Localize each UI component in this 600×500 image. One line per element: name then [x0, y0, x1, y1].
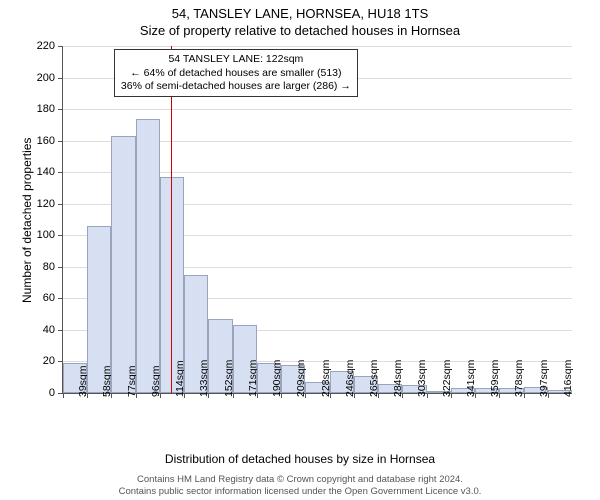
y-tick-label: 20 [43, 355, 63, 367]
title-line-2: Size of property relative to detached ho… [0, 23, 600, 40]
x-tick-mark [233, 393, 234, 398]
footer: Contains HM Land Registry data © Crown c… [0, 474, 600, 498]
x-tick-mark [87, 393, 88, 398]
x-tick-mark [281, 393, 282, 398]
x-tick-mark [451, 393, 452, 398]
x-tick-mark [330, 393, 331, 398]
chart-container: 54, TANSLEY LANE, HORNSEA, HU18 1TS Size… [0, 0, 600, 500]
y-tick-label: 80 [43, 261, 63, 273]
y-tick-label: 180 [37, 103, 63, 115]
x-tick-mark [378, 393, 379, 398]
gridline [63, 109, 572, 110]
x-tick-mark [305, 393, 306, 398]
histogram-bar [111, 136, 135, 393]
x-tick-mark [208, 393, 209, 398]
x-tick-mark [524, 393, 525, 398]
title-line-1: 54, TANSLEY LANE, HORNSEA, HU18 1TS [0, 6, 600, 23]
x-tick-mark [257, 393, 258, 398]
x-tick-mark [354, 393, 355, 398]
y-tick-label: 160 [37, 135, 63, 147]
gridline [63, 46, 572, 47]
x-tick-mark [499, 393, 500, 398]
y-tick-label: 0 [49, 387, 63, 399]
y-tick-label: 60 [43, 292, 63, 304]
histogram-bar [136, 119, 160, 393]
y-tick-label: 40 [43, 324, 63, 336]
x-tick-mark [63, 393, 64, 398]
footer-line-1: Contains HM Land Registry data © Crown c… [0, 474, 600, 486]
x-tick-mark [548, 393, 549, 398]
x-tick-label: 416sqm [562, 360, 574, 397]
x-tick-mark [111, 393, 112, 398]
annotation-line-1: 54 TANSLEY LANE: 122sqm [121, 53, 351, 66]
annotation-box: 54 TANSLEY LANE: 122sqm ← 64% of detache… [114, 49, 358, 96]
x-tick-mark [136, 393, 137, 398]
y-tick-label: 100 [37, 229, 63, 241]
x-tick-mark [475, 393, 476, 398]
x-tick-mark [402, 393, 403, 398]
footer-line-2: Contains public sector information licen… [0, 486, 600, 498]
reference-line [171, 46, 172, 393]
x-axis-label: Distribution of detached houses by size … [0, 452, 600, 466]
x-tick-mark [184, 393, 185, 398]
x-tick-mark [160, 393, 161, 398]
x-tick-mark [427, 393, 428, 398]
y-axis-label: Number of detached properties [20, 138, 34, 303]
y-tick-label: 140 [37, 166, 63, 178]
y-tick-label: 120 [37, 198, 63, 210]
y-tick-label: 200 [37, 72, 63, 84]
annotation-line-2: ← 64% of detached houses are smaller (51… [121, 67, 351, 80]
y-tick-label: 220 [37, 40, 63, 52]
chart-title: 54, TANSLEY LANE, HORNSEA, HU18 1TS Size… [0, 0, 600, 40]
plot-area: 02040608010012014016018020022039sqm58sqm… [62, 46, 572, 394]
annotation-line-3: 36% of semi-detached houses are larger (… [121, 80, 351, 93]
